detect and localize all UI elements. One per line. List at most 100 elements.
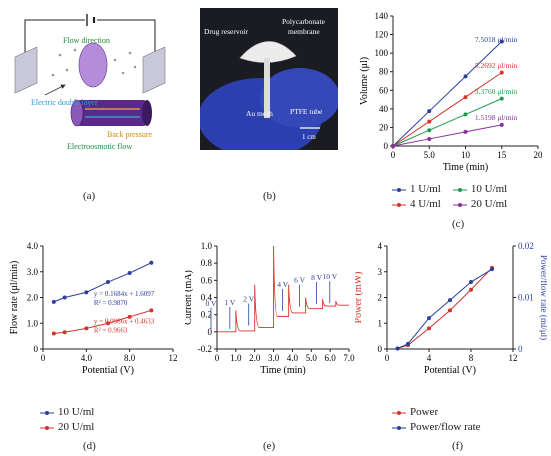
f-data-point (469, 280, 473, 285)
f-data-point (448, 308, 452, 313)
e-step-label: 6 V (294, 276, 305, 285)
e-y-tick-label: 0 (208, 327, 213, 337)
f-data-point (427, 326, 431, 331)
e-y-axis-label: Current (mA) (185, 270, 194, 325)
f-y-tick-label: 3 (378, 267, 383, 277)
f-data-point (469, 287, 473, 292)
label-flow-direction: Flow direction (63, 36, 110, 45)
membrane-disc (78, 42, 108, 88)
c-data-point (499, 96, 504, 101)
f-data-point (395, 346, 400, 351)
d-data-point (84, 290, 89, 295)
legend-item-c3: 20 U/ml (452, 197, 507, 212)
f-right-tick-label: 0.02 (518, 241, 534, 251)
e-y-tick-label: -0.2 (198, 344, 212, 354)
c-series-line (392, 41, 503, 147)
d-x-tick-label: 8.0 (124, 353, 136, 363)
panel-d-label: (d) (83, 440, 96, 452)
d-data-point (62, 330, 67, 335)
legend-item-c0: 1 U/ml (392, 182, 441, 197)
c-x-axis-label: Time (min) (443, 162, 488, 173)
c-y-axis-label: Volume (μl) (359, 57, 370, 105)
circuit-wire (24, 19, 156, 60)
c-series-line (392, 124, 502, 147)
d-r-squared: R² = 0.9870 (94, 299, 128, 307)
d-x-axis-label: Potential (V) (82, 365, 134, 376)
c-data-point (463, 129, 468, 134)
label-drug-reservoir: Drug reservoir (204, 27, 248, 36)
c-x-tick-label: 0 (391, 150, 396, 160)
panel-b-photo: Drug reservoir Polycarbonate membrane Au… (200, 8, 338, 150)
label-au-mesh: Au mesh (246, 109, 273, 118)
f-series-line (397, 268, 493, 349)
d-x-tick-label: 0 (41, 353, 46, 363)
d-data-point (127, 271, 132, 276)
left-electrode (14, 46, 38, 94)
label-electric-double-layer: Electric double layer (31, 98, 98, 107)
c-x-tick-label: 5.0 (424, 150, 436, 160)
f-right-axis-label: Power/flow rate (ml/μl) (539, 255, 547, 340)
e-x-axis-label: Time (min) (260, 365, 305, 376)
c-data-point (427, 136, 432, 141)
f-right-tick-label: 0.01 (518, 293, 534, 303)
e-y-tick-label: 0.2 (201, 310, 212, 320)
legend-item-f0: Power (392, 405, 481, 420)
d-x-tick-label: 4.0 (81, 353, 93, 363)
d-data-point (149, 260, 154, 265)
e-step-label: 4 V (277, 280, 288, 289)
label-membrane: membrane (288, 27, 320, 36)
e-step-label: 1 V (224, 298, 235, 307)
d-y-tick-label: 3.0 (27, 267, 39, 277)
f-x-tick-label: 12 (509, 353, 518, 363)
f-data-point (448, 298, 452, 303)
d-y-tick-label: 1.0 (27, 318, 39, 328)
c-y-tick-label: 120 (375, 30, 389, 40)
e-step-label: 2 V (243, 295, 254, 304)
battery-icon (86, 14, 96, 26)
e-y-tick-label: 1.0 (201, 241, 213, 251)
f-data-point (406, 341, 410, 346)
legend-item-d0: 10 U/ml (40, 405, 94, 420)
chart-d-legend: 10 U/ml 20 U/ml (40, 405, 94, 435)
e-y-tick-label: 0.6 (201, 275, 213, 285)
panel-e-label: (e) (263, 440, 276, 452)
e-step-label: 10 V (322, 272, 337, 281)
panel-a-schematic: Flow direction Electric double layer Bac… (14, 14, 166, 151)
c-y-tick-label: 20 (379, 122, 389, 132)
e-x-tick-label: 0 (215, 353, 220, 363)
e-current-trace (217, 245, 349, 333)
label-electroosmotic-flow: Electroosmotic flow (67, 142, 132, 151)
chart-f-legend: Power Power/flow rate (392, 405, 481, 435)
label-scale: 1 cm (302, 133, 316, 141)
d-x-tick-label: 12 (169, 353, 178, 363)
d-y-tick-label: 4.0 (27, 241, 39, 251)
legend-item-d1: 20 U/ml (40, 420, 94, 435)
f-x-tick-label: 0 (385, 353, 390, 363)
c-y-tick-label: 80 (379, 67, 389, 77)
f-y-tick-label: 1 (378, 318, 383, 328)
f-data-point (427, 316, 431, 321)
d-data-point (149, 308, 154, 313)
d-data-point (62, 295, 67, 300)
d-y-tick-label: 2.0 (27, 293, 39, 303)
d-r-squared: R² = 0.9663 (94, 326, 128, 334)
f-y-axis-label: Power (mW) (355, 272, 364, 324)
c-x-tick-label: 10 (461, 150, 471, 160)
c-data-point (427, 119, 432, 124)
panel-b-label: (b) (263, 190, 276, 202)
c-data-point (463, 74, 468, 79)
c-y-tick-label: 140 (375, 11, 389, 21)
right-electrode (142, 46, 166, 94)
d-data-point (51, 331, 56, 336)
channel-tube (70, 99, 152, 127)
f-x-tick-label: 4 (427, 353, 432, 363)
chart-e: 0 1.0 2.0 3.0 4.0 5.0 6.0 7.0-0.200.20.40.60.81… (185, 241, 355, 376)
f-x-tick-label: 8 (469, 353, 474, 363)
c-data-point (499, 70, 504, 75)
d-equation: y = 0.1684x + 1.6097 (94, 290, 155, 298)
c-data-point (427, 128, 432, 133)
c-y-tick-label: 100 (375, 48, 389, 58)
chart-d: 0 4.0 8.0 12 0 1.0 2.0 3.0 4.0 Potential (V) Flow … (9, 241, 178, 376)
d-y-tick-label: 0 (34, 344, 39, 354)
